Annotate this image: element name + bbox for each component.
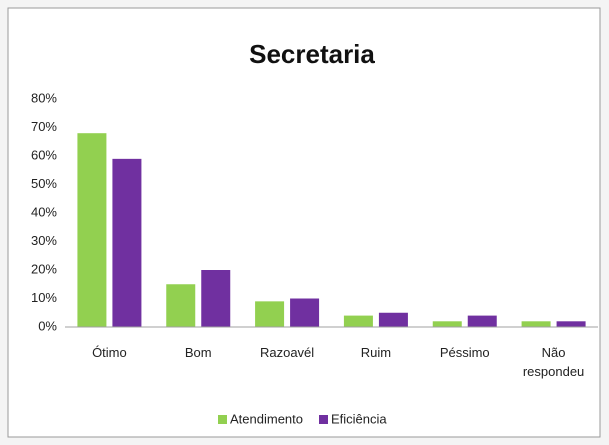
bar xyxy=(255,301,285,327)
y-tick-label: 20% xyxy=(31,261,57,276)
y-tick-label: 50% xyxy=(31,176,57,191)
bar xyxy=(166,284,196,327)
chart-frame xyxy=(7,7,601,438)
bar xyxy=(432,321,462,327)
legend-swatch xyxy=(319,415,328,424)
bar xyxy=(77,133,107,327)
x-tick-label: Péssimo xyxy=(439,345,490,360)
y-tick-label: 40% xyxy=(31,204,57,219)
x-tick-label: Razoavél xyxy=(259,345,315,360)
bar xyxy=(378,312,408,327)
bar xyxy=(556,321,586,327)
chart-title: Secretaria xyxy=(249,39,375,69)
bar xyxy=(290,298,320,327)
y-tick-label: 70% xyxy=(31,119,57,134)
x-tick-label: Bom xyxy=(184,345,212,360)
x-tick-label: Ótimo xyxy=(92,345,127,360)
bar xyxy=(112,158,142,327)
legend-label: Eficiência xyxy=(331,411,387,426)
legend-label: Atendimento xyxy=(230,411,303,426)
bar xyxy=(201,270,231,327)
y-tick-label: 30% xyxy=(31,233,57,248)
y-tick-label: 60% xyxy=(31,147,57,162)
y-tick-label: 10% xyxy=(31,290,57,305)
x-tick-label: Não respondeu xyxy=(522,345,585,379)
legend-swatch xyxy=(218,415,227,424)
bar xyxy=(343,315,373,327)
bar xyxy=(521,321,551,327)
y-tick-label: 80% xyxy=(31,90,57,105)
y-tick-label: 0% xyxy=(38,318,57,333)
x-tick-label: Ruim xyxy=(360,345,392,360)
bar xyxy=(467,315,497,327)
